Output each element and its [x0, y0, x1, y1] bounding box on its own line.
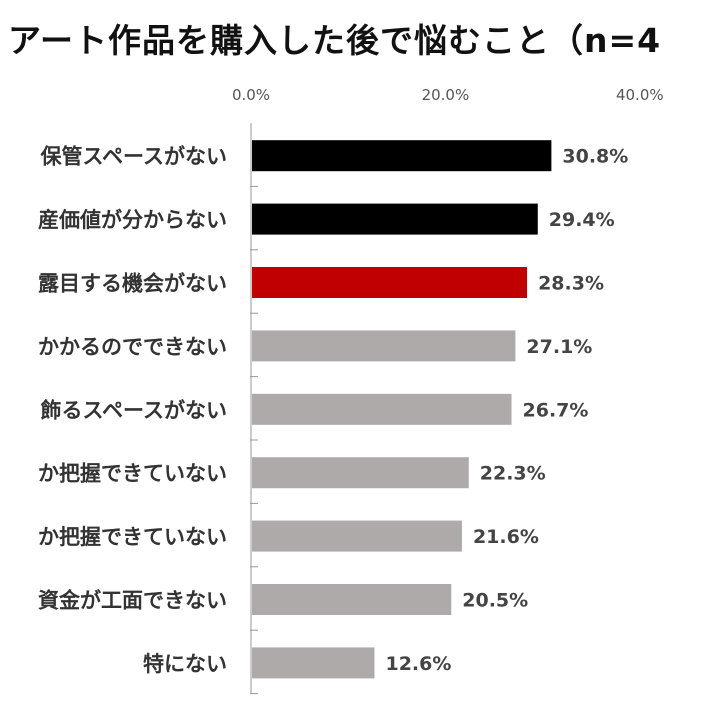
category-label: 産価値が分からない: [38, 208, 227, 232]
category-label: か把握できていない: [38, 525, 227, 549]
x-tick-label: 40.0%: [616, 86, 664, 104]
category-label: 保管スペースがない: [40, 145, 227, 169]
category-label: 特にない: [143, 652, 227, 676]
category-label: 飾るスペースがない: [41, 398, 227, 422]
x-axis-ticks: 0.0% 20.0% 40.0%: [232, 86, 664, 104]
data-label: 30.8%: [562, 146, 628, 168]
bar: [252, 393, 512, 425]
bar: [252, 140, 552, 172]
data-label: 29.4%: [549, 209, 615, 231]
x-tick-label: 0.0%: [232, 86, 270, 104]
bar: [252, 330, 516, 362]
category-label: 資金が工面できない: [38, 589, 227, 613]
data-label: 28.3%: [538, 273, 604, 295]
bars: 保管スペースがない 30.8% 産価値が分からない 29.4% 露目する機会がない 28.…: [38, 140, 628, 695]
x-tick-label: 20.0%: [422, 86, 470, 104]
data-label: 22.3%: [480, 463, 546, 485]
data-label: 27.1%: [526, 336, 592, 358]
data-label: 20.5%: [462, 590, 528, 612]
data-label: 26.7%: [523, 399, 589, 421]
bar: [252, 203, 538, 235]
data-label: 21.6%: [473, 526, 539, 548]
bar: [252, 267, 528, 298]
category-label: 露目する機会がない: [38, 272, 227, 296]
bar: [252, 584, 452, 615]
bar: [252, 457, 469, 489]
data-label: 12.6%: [385, 653, 451, 675]
bar: [252, 647, 375, 679]
category-label: か把握できていない: [38, 462, 227, 486]
category-label: かかるのでできない: [38, 335, 227, 359]
chart-title: アート作品を購入した後で悩むこと（n=4: [8, 21, 662, 60]
bar: [252, 520, 462, 552]
